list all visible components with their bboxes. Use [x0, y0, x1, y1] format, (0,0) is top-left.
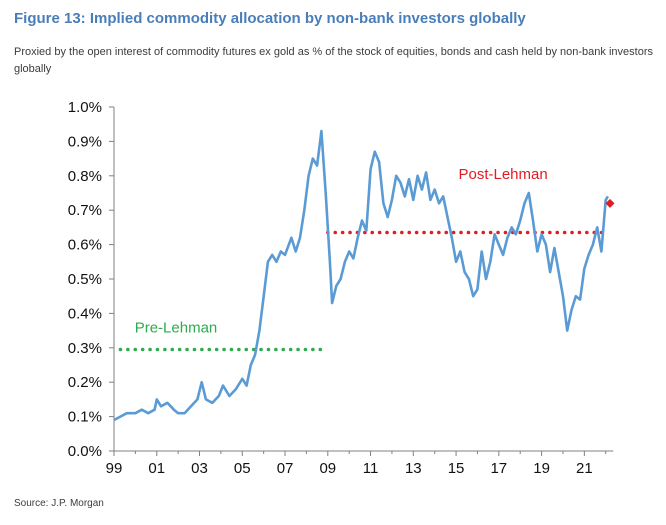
chart-axes: 0.0% 0.1% 0.2% 0.3% 0.4% 0.5% 0.6% 0.7% 0.8% 0.9%… — [68, 99, 614, 477]
x-tick-label: 09 — [319, 460, 336, 477]
x-tick-label: 99 — [106, 460, 123, 477]
y-tick-label: 0.1% — [68, 409, 102, 426]
y-tick-label: 0.4% — [68, 305, 102, 322]
x-tick-label: 01 — [148, 460, 165, 477]
y-tick-label: 0.5% — [68, 271, 102, 288]
chart-labels: Pre-Lehman Post-Lehman — [135, 166, 548, 336]
y-tick-label: 0.6% — [68, 237, 102, 254]
y-tick-label: 1.0% — [68, 99, 102, 116]
x-tick-label: 13 — [405, 460, 422, 477]
allocation-series-line — [113, 129, 610, 422]
x-tick-label: 15 — [448, 460, 465, 477]
x-tick-label: 03 — [191, 460, 208, 477]
pre-lehman-label: Pre-Lehman — [135, 319, 218, 336]
x-tick-label: 21 — [576, 460, 593, 477]
reference-lines — [118, 230, 608, 352]
x-tick-label: 07 — [277, 460, 294, 477]
y-tick-label: 0.7% — [68, 202, 102, 219]
x-tick-label: 19 — [533, 460, 550, 477]
latest-value-marker — [605, 198, 615, 208]
y-tick-label: 0.2% — [68, 374, 102, 391]
figure-source: Source: J.P. Morgan — [14, 498, 104, 509]
chart-series — [113, 129, 615, 422]
x-tick-label: 05 — [234, 460, 251, 477]
y-tick-label: 0.9% — [68, 133, 102, 150]
y-tick-label: 0.8% — [68, 168, 102, 185]
post-lehman-label: Post-Lehman — [458, 166, 547, 183]
y-tick-label: 0.0% — [68, 443, 102, 460]
y-tick-label: 0.3% — [68, 340, 102, 357]
figure-subtitle: Proxied by the open interest of commodit… — [14, 46, 653, 75]
x-tick-label: 17 — [490, 460, 507, 477]
x-tick-label: 11 — [363, 460, 379, 477]
figure-title: Figure 13: Implied commodity allocation … — [14, 10, 526, 27]
